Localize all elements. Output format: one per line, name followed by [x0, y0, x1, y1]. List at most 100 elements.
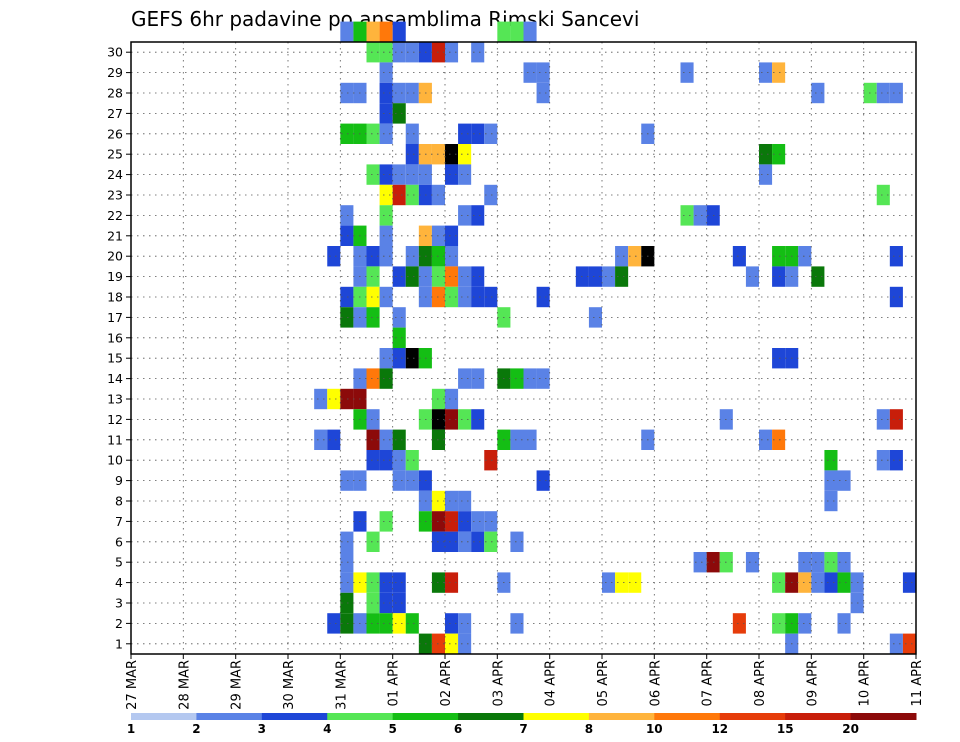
- heatmap-cell: [588, 307, 602, 328]
- heatmap-cell: [458, 613, 472, 634]
- heatmap-cell: [772, 266, 786, 287]
- heatmap-cell: [405, 184, 419, 206]
- heatmap-cell: [458, 531, 472, 552]
- heatmap-cell: [510, 613, 524, 634]
- heatmap-cell: [392, 348, 406, 369]
- heatmap-cell: [379, 511, 393, 532]
- heatmap-cell: [327, 388, 341, 410]
- grid-lines: [131, 42, 916, 654]
- y-tick-label: 25: [107, 147, 123, 162]
- heatmap-cell: [340, 613, 354, 634]
- heatmap-cell: [471, 123, 485, 144]
- heatmap-cell: [824, 450, 838, 471]
- heatmap-cell: [340, 123, 354, 144]
- x-tick-label: 01 APR: [387, 660, 402, 706]
- y-tick-label: 2: [115, 616, 123, 631]
- heatmap-cell: [366, 429, 380, 450]
- heatmap-cell: [536, 368, 550, 389]
- heatmap-cell: [379, 103, 393, 124]
- x-tick-label: 09 APR: [805, 660, 820, 706]
- heatmap-cell: [759, 429, 773, 450]
- heatmap-cell: [588, 266, 602, 287]
- heatmap-cell: [745, 266, 759, 287]
- heatmap-cell: [536, 470, 550, 491]
- colorbar-swatch: [261, 713, 328, 720]
- heatmap-cell: [379, 246, 393, 267]
- heatmap-cell: [405, 613, 419, 634]
- heatmap-cell: [366, 592, 380, 614]
- y-tick-label: 26: [107, 126, 123, 141]
- y-tick-label: 9: [115, 473, 123, 488]
- heatmap-cell: [680, 205, 694, 226]
- heatmap-cell: [327, 246, 341, 267]
- heatmap-cell: [445, 286, 459, 308]
- heatmap-cell: [824, 572, 838, 593]
- heatmap-cell: [798, 552, 812, 573]
- heatmap-cell: [471, 42, 485, 63]
- heatmap-cell: [628, 246, 642, 267]
- heatmap-cell: [366, 613, 380, 634]
- x-tick-label: 05 APR: [596, 660, 611, 706]
- heatmap-cell: [759, 62, 773, 83]
- colorbar-swatch: [131, 713, 197, 720]
- heatmap-cell: [366, 531, 380, 552]
- y-tick-label: 5: [115, 555, 123, 570]
- y-tick-label: 14: [107, 371, 123, 386]
- y-tick-label: 19: [107, 269, 123, 284]
- heatmap-cell: [327, 429, 341, 450]
- y-tick-label: 3: [115, 596, 123, 611]
- heatmap-cell: [536, 82, 550, 104]
- heatmap-cell: [445, 164, 459, 185]
- heatmap-cell: [824, 470, 838, 491]
- heatmap-cell: [471, 511, 485, 532]
- colorbar-label: 1: [127, 722, 135, 736]
- x-tick-label: 10 APR: [858, 660, 873, 706]
- colorbar-swatch: [523, 713, 590, 720]
- colorbar-swatch: [719, 713, 786, 720]
- heatmap-cell: [693, 205, 707, 226]
- heatmap-cell: [392, 184, 406, 206]
- heatmap-cell: [340, 307, 354, 328]
- heatmap-cell: [889, 82, 903, 104]
- heatmap-cell: [314, 388, 328, 410]
- heatmap-cell: [772, 429, 786, 450]
- y-tick-label: 18: [107, 290, 123, 305]
- heatmap-cell: [379, 21, 393, 42]
- colorbar-swatch: [785, 713, 852, 720]
- heatmap-cell: [798, 572, 812, 593]
- heatmap-cell: [602, 266, 616, 287]
- heatmap-cell: [327, 613, 341, 634]
- colorbar-swatch: [392, 713, 459, 720]
- x-tick-label: 07 APR: [701, 660, 716, 706]
- heatmap-cell: [889, 450, 903, 471]
- y-tick-label: 7: [115, 514, 123, 529]
- heatmap-cell: [458, 633, 472, 654]
- heatmap-cell: [392, 450, 406, 471]
- x-tick-label: 31 MAR: [334, 660, 349, 710]
- heatmap-cell: [824, 552, 838, 573]
- colorbar-swatch: [588, 713, 655, 720]
- heatmap-cell: [615, 572, 629, 593]
- heatmap-cell: [405, 470, 419, 491]
- heatmap-cell: [379, 164, 393, 185]
- heatmap-cell: [458, 123, 472, 144]
- heatmap-cell: [471, 409, 485, 430]
- heatmap-cell: [445, 42, 459, 63]
- colorbar-label: 15: [777, 722, 794, 736]
- heatmap-cell: [366, 307, 380, 328]
- heatmap-cell: [876, 450, 890, 471]
- colorbar-label: 10: [646, 722, 663, 736]
- y-tick-label: 29: [107, 65, 123, 80]
- heatmap-cell: [340, 21, 354, 42]
- heatmap-cell: [876, 82, 890, 104]
- heatmap-cell: [445, 266, 459, 287]
- heatmap-cell: [366, 246, 380, 267]
- heatmap-cell: [759, 164, 773, 185]
- heatmap-cell: [366, 368, 380, 389]
- heatmap-cell: [445, 531, 459, 552]
- heatmap-cell: [405, 164, 419, 185]
- heatmap-cell: [366, 286, 380, 308]
- heatmap-cell: [458, 286, 472, 308]
- heatmap-cell: [471, 286, 485, 308]
- colorbar-label: 2: [192, 722, 200, 736]
